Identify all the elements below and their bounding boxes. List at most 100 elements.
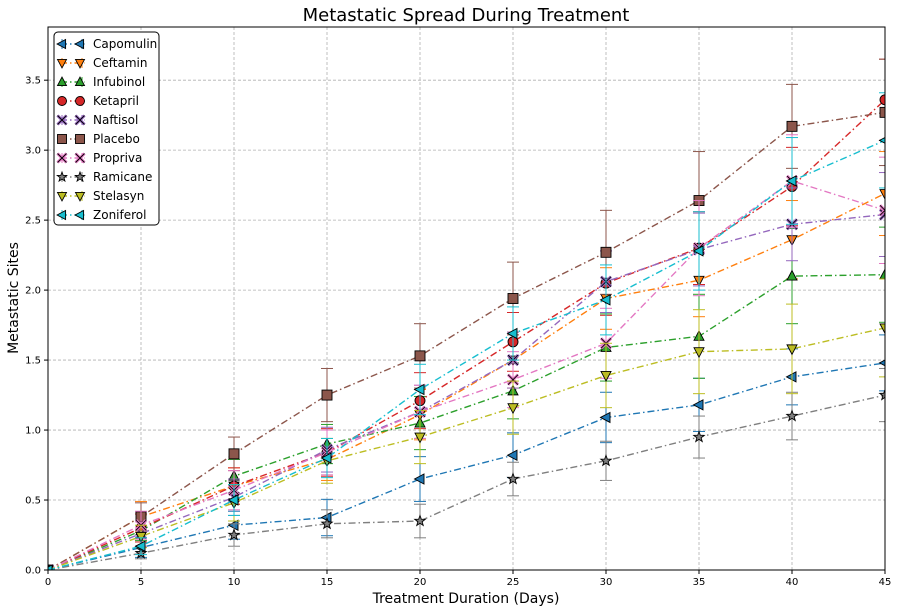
legend-label: Naftisol	[93, 113, 138, 127]
data-point-stelasyn	[879, 323, 885, 335]
marker-stroke	[879, 213, 885, 220]
y-tick-label: 2.0	[25, 286, 41, 297]
legend-marker	[56, 76, 68, 87]
marker-stroke	[57, 115, 67, 125]
legend-marker	[56, 191, 68, 202]
data-point-capomulin	[599, 411, 611, 424]
y-tick-label: 2.5	[25, 216, 41, 227]
series-layer	[48, 58, 885, 570]
y-axis-title: Metastatic Sites	[6, 242, 22, 354]
data-point-capomulin	[227, 519, 239, 531]
legend-item-ramicane: Ramicane	[56, 170, 152, 184]
legend-marker	[74, 209, 85, 221]
data-point-stelasyn	[786, 344, 798, 356]
legend-label: Ketapril	[93, 94, 139, 108]
data-point-stelasyn	[693, 347, 705, 359]
legend-item-propriva: Propriva	[56, 151, 142, 165]
data-point-ramicane	[878, 388, 885, 401]
data-point-stelasyn	[414, 432, 426, 444]
series-line-infubinol	[48, 274, 885, 570]
data-point-zoniferol	[413, 383, 425, 396]
x-tick-label: 15	[321, 577, 334, 588]
data-point-placebo	[414, 350, 426, 362]
x-tick-label: 40	[786, 577, 799, 588]
legend: Capomulin Ceftamin Infubinol Ketapril Naftis…	[53, 31, 160, 226]
series-line-zoniferol	[48, 139, 885, 570]
data-point-zoniferol	[134, 540, 146, 552]
data-point-zoniferol	[48, 564, 53, 570]
data-point-ramicane	[785, 409, 799, 422]
data-point-ramicane	[227, 528, 241, 541]
data-point-ramicane	[692, 430, 706, 443]
legend-item-zoniferol: Zoniferol	[56, 208, 146, 222]
marker-stroke	[879, 209, 885, 216]
data-point-capomulin	[506, 449, 518, 461]
y-tick-label: 1.0	[25, 426, 41, 437]
data-point-zoniferol	[320, 452, 332, 464]
marker-stroke	[879, 205, 885, 211]
legend-item-ketapril: Ketapril	[57, 94, 139, 108]
series-line-ketapril	[48, 99, 885, 570]
legend-label: Ceftamin	[93, 56, 147, 70]
legend-item-placebo: Placebo	[57, 132, 140, 146]
data-point-ramicane	[506, 472, 520, 485]
data-point-ramicane	[599, 454, 613, 467]
data-point-stelasyn	[135, 531, 147, 543]
data-point-placebo	[600, 246, 612, 258]
x-tick-label: 20	[414, 577, 427, 588]
data-point-propriva	[878, 204, 885, 217]
plot-frame	[47, 26, 886, 571]
legend-marker	[56, 170, 68, 183]
data-point-placebo	[228, 448, 240, 460]
data-point-ramicane	[320, 516, 334, 530]
legend-label: Stelasyn	[93, 189, 144, 203]
legend-marker	[56, 58, 68, 69]
data-point-capomulin	[785, 371, 797, 383]
data-point-zoniferol	[692, 245, 704, 257]
x-tick-label: 25	[507, 577, 520, 588]
data-point-stelasyn	[600, 371, 612, 382]
marker-stroke	[879, 209, 885, 216]
axis-ticks: 0 5 10 15 20 25 30 35 40 45 0.0 0.5 1.0 1.5 2.0 2.5 3.0 3…	[25, 76, 891, 588]
data-point-zoniferol	[599, 294, 611, 306]
legend-marker	[75, 96, 85, 106]
data-point-placebo	[321, 389, 333, 401]
legend-marker	[74, 152, 86, 164]
y-tick-label: 0.5	[25, 496, 41, 507]
x-tick-label: 0	[45, 577, 51, 588]
legend-marker	[74, 114, 86, 126]
legend-marker	[57, 96, 67, 106]
legend-label: Capomulin	[93, 37, 157, 51]
legend-item-naftisol: Naftisol	[56, 113, 138, 127]
series-line-ramicane	[48, 394, 885, 570]
data-point-zoniferol	[785, 175, 797, 187]
x-tick-label: 30	[600, 577, 613, 588]
data-point-infubinol	[786, 269, 798, 281]
legend-marker	[75, 134, 85, 144]
chart-title: Metastatic Spread During Treatment	[303, 5, 630, 26]
legend-marker	[74, 76, 86, 87]
legend-label: Placebo	[93, 132, 140, 146]
data-point-placebo	[879, 106, 885, 118]
data-point-placebo	[507, 293, 519, 304]
series-zoniferol	[48, 92, 885, 570]
y-tick-label: 1.5	[25, 356, 41, 367]
legend-marker	[56, 152, 68, 164]
legend-item-infubinol: Infubinol	[56, 75, 145, 89]
data-point-capomulin	[692, 399, 704, 411]
legend-label: Infubinol	[93, 75, 145, 89]
series-line-naftisol	[48, 213, 885, 570]
legend-label: Ramicane	[93, 170, 152, 184]
data-point-ketapril	[879, 94, 885, 106]
legend-label: Propriva	[93, 151, 142, 165]
data-point-zoniferol	[878, 136, 885, 144]
legend-item-stelasyn: Stelasyn	[56, 189, 144, 203]
y-tick-label: 0.0	[25, 566, 41, 577]
marker-stroke	[75, 115, 85, 125]
data-point-naftisol	[878, 208, 885, 221]
data-point-placebo	[786, 120, 798, 132]
data-point-ceftamin	[879, 189, 885, 201]
x-tick-label: 10	[228, 577, 241, 588]
y-tick-label: 3.0	[25, 146, 41, 157]
series-line-stelasyn	[48, 327, 885, 570]
